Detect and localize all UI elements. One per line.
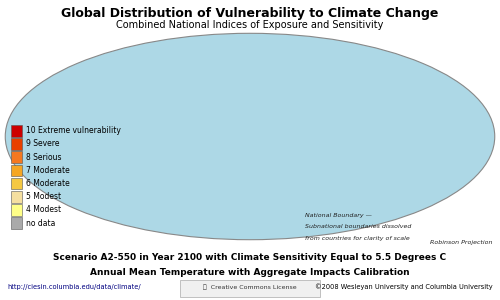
Text: from countries for clarity of scale: from countries for clarity of scale: [305, 236, 410, 241]
Text: 7 Moderate: 7 Moderate: [26, 166, 69, 175]
Text: 10 Extreme vulnerability: 10 Extreme vulnerability: [26, 126, 120, 135]
Text: Global Distribution of Vulnerability to Climate Change: Global Distribution of Vulnerability to …: [62, 8, 438, 20]
Text: 8 Serious: 8 Serious: [26, 153, 61, 162]
Text: 4 Modest: 4 Modest: [26, 206, 60, 214]
Text: Scenario A2-550 in Year 2100 with Climate Sensitivity Equal to 5.5 Degrees C: Scenario A2-550 in Year 2100 with Climat…: [54, 254, 446, 262]
Text: http://ciesin.columbia.edu/data/climate/: http://ciesin.columbia.edu/data/climate/: [8, 284, 141, 290]
Text: National Boundary —: National Boundary —: [305, 213, 372, 218]
Text: Combined National Indices of Exposure and Sensitivity: Combined National Indices of Exposure an…: [116, 20, 384, 30]
Text: Subnational boundaries dissolved: Subnational boundaries dissolved: [305, 224, 412, 230]
Text: ©2008 Wesleyan University and Columbia University: ©2008 Wesleyan University and Columbia U…: [315, 284, 492, 290]
Text: no data: no data: [26, 219, 55, 228]
Text: Robinson Projection: Robinson Projection: [430, 240, 492, 245]
Text: 5 Modest: 5 Modest: [26, 192, 60, 201]
Text: Annual Mean Temperature with Aggregate Impacts Calibration: Annual Mean Temperature with Aggregate I…: [90, 268, 410, 277]
Ellipse shape: [5, 33, 495, 240]
Text: 6 Moderate: 6 Moderate: [26, 179, 69, 188]
Text: Ⓒ  Creative Commons License: Ⓒ Creative Commons License: [203, 285, 297, 290]
Text: 9 Severe: 9 Severe: [26, 140, 59, 148]
